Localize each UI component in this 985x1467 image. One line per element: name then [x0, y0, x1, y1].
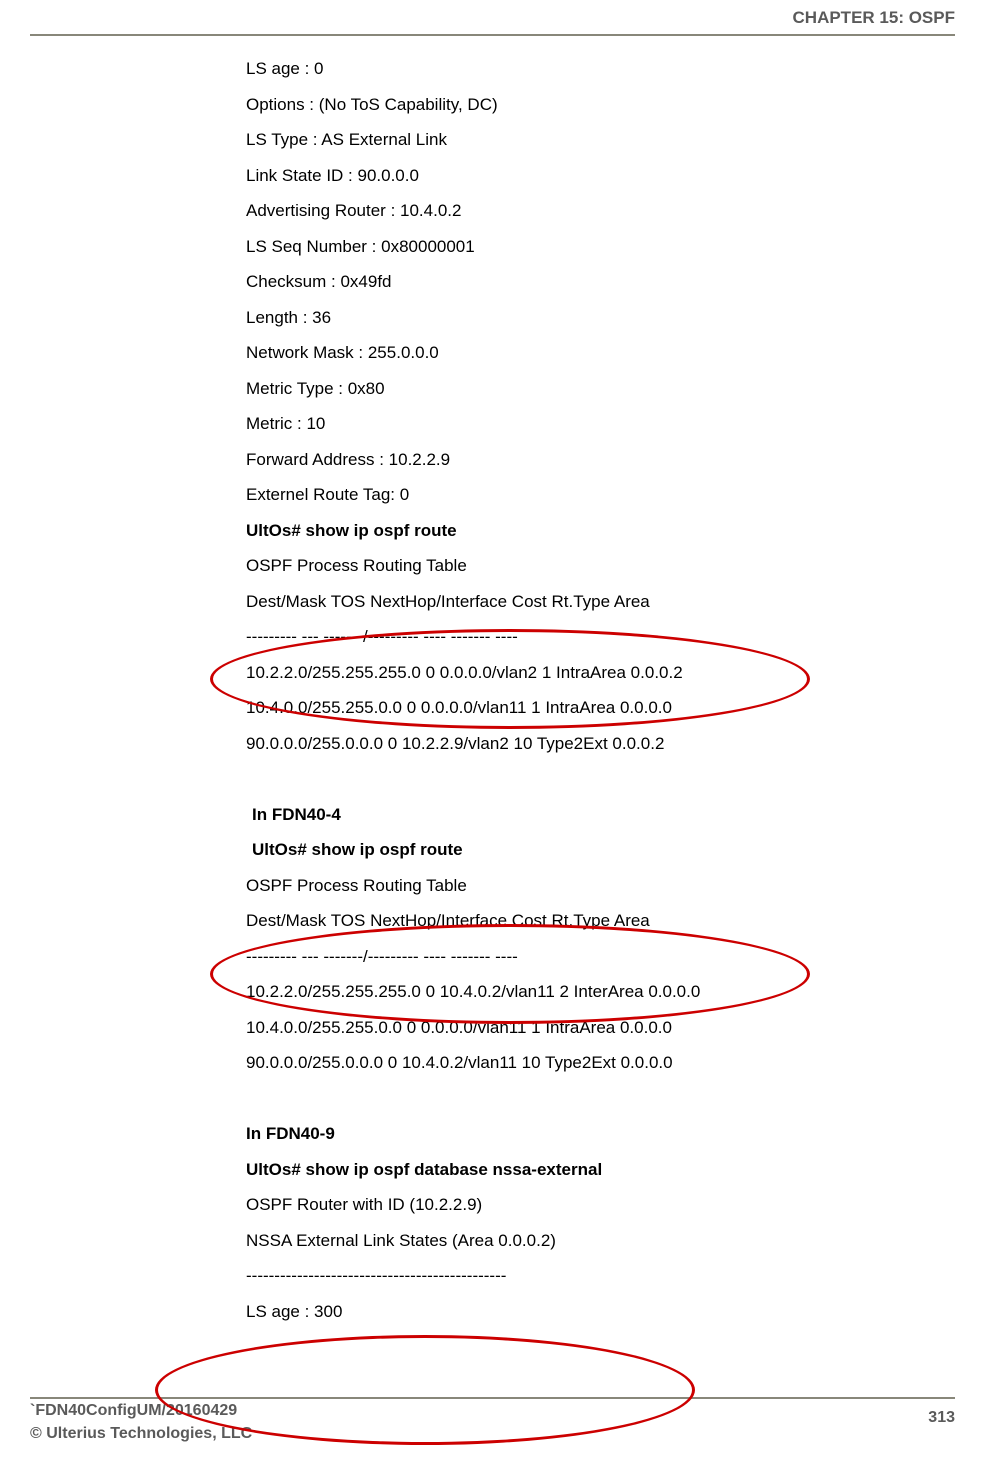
main-content: LS age : 0 Options : (No ToS Capability,…: [246, 56, 926, 1334]
footer-left: `FDN40ConfigUM/20160429 © Ulterius Techn…: [30, 1400, 252, 1445]
text-line: Advertising Router : 10.4.0.2: [246, 198, 926, 224]
text-line: Link State ID : 90.0.0.0: [246, 163, 926, 189]
text-line: Network Mask : 255.0.0.0: [246, 340, 926, 366]
command-line: UltOs# show ip ospf database nssa-extern…: [246, 1157, 926, 1183]
section-heading: In FDN40-9: [246, 1121, 926, 1147]
text-line: Options : (No ToS Capability, DC): [246, 92, 926, 118]
blank-line: [246, 1086, 926, 1112]
text-line: 10.4.0.0/255.255.0.0 0 0.0.0.0/vlan11 1 …: [246, 695, 926, 721]
text-line: Checksum : 0x49fd: [246, 269, 926, 295]
text-line: Forward Address : 10.2.2.9: [246, 447, 926, 473]
text-line: Dest/Mask TOS NextHop/Interface Cost Rt.…: [246, 908, 926, 934]
header-rule: [30, 34, 955, 36]
section-heading: In FDN40-4: [252, 802, 926, 828]
text-line: 90.0.0.0/255.0.0.0 0 10.2.2.9/vlan2 10 T…: [246, 731, 926, 757]
text-line: Metric : 10: [246, 411, 926, 437]
footer-doc-id: `FDN40ConfigUM/20160429: [30, 1402, 237, 1419]
text-line: LS Seq Number : 0x80000001: [246, 234, 926, 260]
chapter-header: CHAPTER 15: OSPF: [793, 8, 955, 28]
text-line: OSPF Process Routing Table: [246, 873, 926, 899]
command-line: UltOs# show ip ospf route: [246, 518, 926, 544]
footer-rule: [30, 1397, 955, 1399]
text-line: LS Type : AS External Link: [246, 127, 926, 153]
text-line: 10.2.2.0/255.255.255.0 0 0.0.0.0/vlan2 1…: [246, 660, 926, 686]
text-line: 10.2.2.0/255.255.255.0 0 10.4.0.2/vlan11…: [246, 979, 926, 1005]
text-line: ----------------------------------------…: [246, 1263, 926, 1289]
text-line: --------- --- -------/--------- ---- ---…: [246, 624, 926, 650]
text-line: OSPF Process Routing Table: [246, 553, 926, 579]
text-line: Externel Route Tag: 0: [246, 482, 926, 508]
text-line: Metric Type : 0x80: [246, 376, 926, 402]
text-line: OSPF Router with ID (10.2.2.9): [246, 1192, 926, 1218]
text-line: Dest/Mask TOS NextHop/Interface Cost Rt.…: [246, 589, 926, 615]
text-line: 10.4.0.0/255.255.0.0 0 0.0.0.0/vlan11 1 …: [246, 1015, 926, 1041]
page-number: 313: [928, 1409, 955, 1427]
text-line: LS age : 300: [246, 1299, 926, 1325]
footer-copyright: © Ulterius Technologies, LLC: [30, 1425, 252, 1442]
command-line: UltOs# show ip ospf route: [252, 837, 926, 863]
text-line: --------- --- -------/--------- ---- ---…: [246, 944, 926, 970]
text-line: NSSA External Link States (Area 0.0.0.2): [246, 1228, 926, 1254]
text-line: LS age : 0: [246, 56, 926, 82]
blank-line: [246, 766, 926, 792]
text-line: 90.0.0.0/255.0.0.0 0 10.4.0.2/vlan11 10 …: [246, 1050, 926, 1076]
text-line: Length : 36: [246, 305, 926, 331]
